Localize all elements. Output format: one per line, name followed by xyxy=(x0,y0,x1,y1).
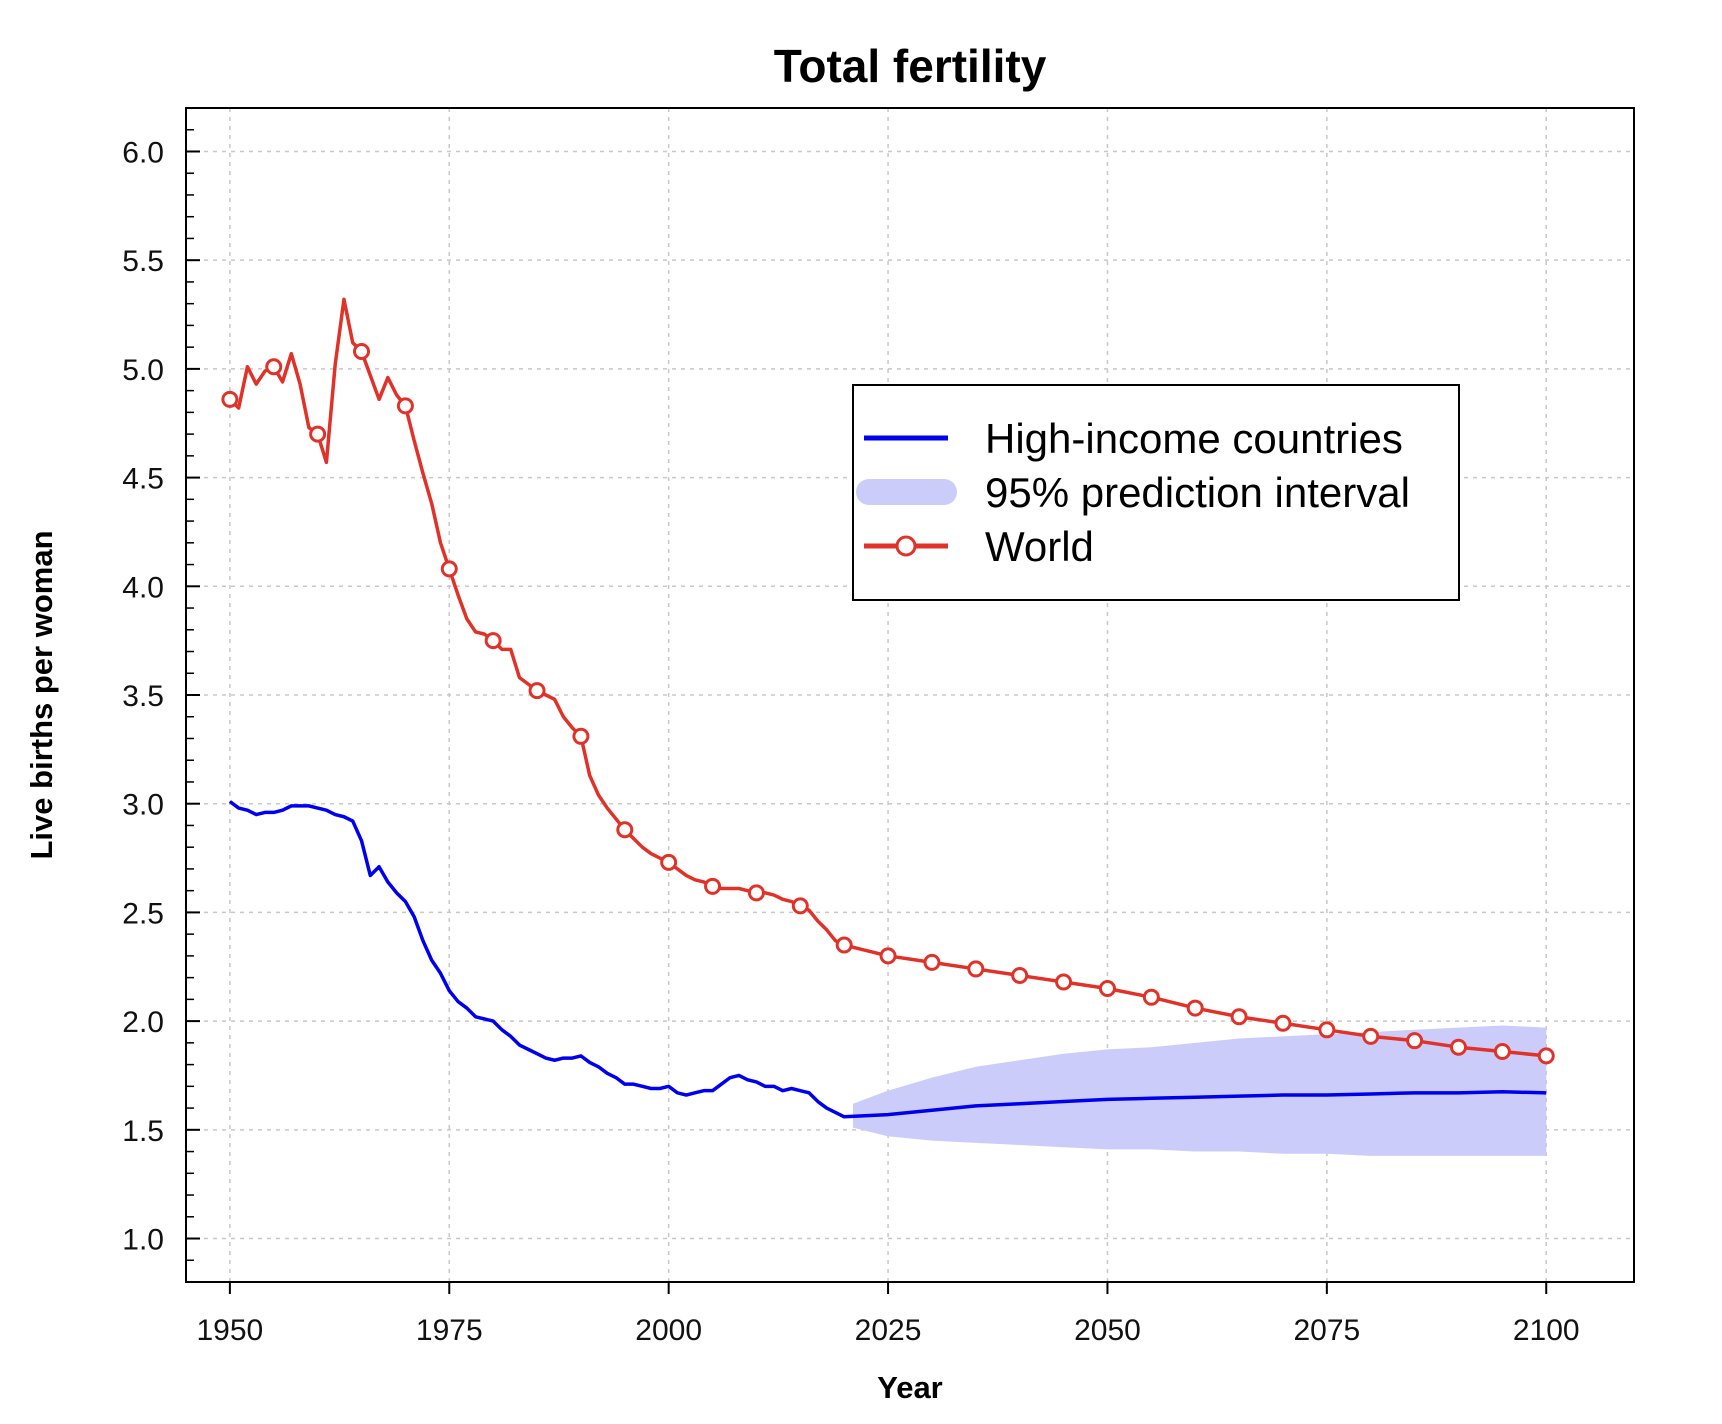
world-point xyxy=(353,342,371,360)
y-tick-label: 1.5 xyxy=(122,1115,164,1148)
world-markers xyxy=(221,342,1555,1065)
legend-label: 95% prediction interval xyxy=(985,469,1410,516)
high-income-line xyxy=(228,800,1547,1119)
x-tick-label: 2075 xyxy=(1293,1314,1360,1347)
world-point xyxy=(1449,1038,1467,1056)
x-tick-label: 2050 xyxy=(1074,1314,1141,1347)
x-tick-label: 2100 xyxy=(1513,1314,1580,1347)
y-tick-label: 6.0 xyxy=(122,136,164,169)
world-point xyxy=(265,358,283,376)
world-point xyxy=(1362,1027,1380,1045)
world-point xyxy=(221,390,239,408)
world-point xyxy=(484,632,502,650)
world-point xyxy=(1142,988,1160,1006)
world-point xyxy=(396,397,414,415)
world-point xyxy=(616,821,634,839)
y-tick-label: 2.5 xyxy=(122,897,164,930)
y-tick-label: 4.0 xyxy=(122,571,164,604)
world-point xyxy=(309,425,327,443)
world-point xyxy=(440,560,458,578)
y-axis-title: Live births per woman xyxy=(24,530,59,859)
prediction-interval-area xyxy=(852,1025,1547,1156)
world-point xyxy=(1318,1021,1336,1039)
x-tick-label: 2000 xyxy=(635,1314,702,1347)
world-point xyxy=(747,884,765,902)
legend-label: World xyxy=(985,523,1094,570)
world-point xyxy=(791,897,809,915)
world-point xyxy=(1055,973,1073,991)
world-point xyxy=(528,682,546,700)
world-point xyxy=(1493,1043,1511,1061)
world-point xyxy=(1186,999,1204,1017)
x-tick-label: 1975 xyxy=(416,1314,483,1347)
x-tick-label: 1950 xyxy=(197,1314,264,1347)
world-point xyxy=(923,953,941,971)
world-point xyxy=(660,853,678,871)
legend: High-income countries 95% prediction inte… xyxy=(852,384,1460,601)
x-axis-title: Year xyxy=(877,1370,943,1405)
world-point xyxy=(1011,966,1029,984)
world-point xyxy=(1274,1014,1292,1032)
world-point xyxy=(879,947,897,965)
world-point xyxy=(1098,980,1116,997)
y-tick-label: 1.0 xyxy=(122,1224,164,1257)
world-point xyxy=(572,727,590,745)
y-tick-label: 2.0 xyxy=(122,1006,164,1039)
chart-title: Total fertility xyxy=(774,40,1047,92)
world-point xyxy=(704,877,722,895)
x-tick-label: 2025 xyxy=(855,1314,922,1347)
world-point xyxy=(967,960,985,978)
legend-marker-world xyxy=(895,535,917,557)
y-tick-label: 4.5 xyxy=(122,463,164,496)
y-tick-label: 3.5 xyxy=(122,680,164,713)
world-point xyxy=(835,936,853,954)
world-point xyxy=(1406,1032,1424,1050)
prediction-interval-band xyxy=(852,1025,1547,1156)
world-point xyxy=(1537,1047,1555,1065)
y-tick-label: 3.0 xyxy=(122,789,164,822)
legend-label: High-income countries xyxy=(985,415,1403,462)
y-tick-label: 5.5 xyxy=(122,245,164,278)
y-tick-label: 5.0 xyxy=(122,354,164,387)
axis-ticks: 1950 1975 2000 2025 2050 2075 2100 1.0 1.5 2.0 2.5… xyxy=(122,128,1580,1347)
world-point xyxy=(1230,1008,1248,1026)
